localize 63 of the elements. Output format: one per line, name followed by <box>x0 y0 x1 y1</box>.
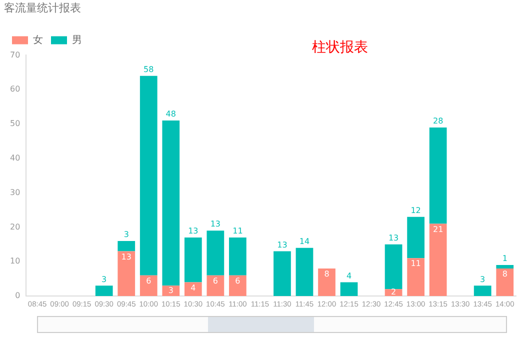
bar <box>95 286 113 296</box>
y-tick-label: 50 <box>10 119 20 128</box>
data-label: 8 <box>502 270 508 279</box>
data-label: 4 <box>346 271 352 280</box>
data-label: 11 <box>410 259 421 268</box>
chart-title: 客流量统计报表 <box>4 1 81 14</box>
data-label: 4 <box>190 283 196 292</box>
data-label: 3 <box>124 230 129 240</box>
data-label: 13 <box>210 220 221 229</box>
bar <box>184 238 202 282</box>
data-label: 13 <box>121 252 132 262</box>
data-label: 48 <box>166 110 176 119</box>
bar <box>496 268 514 296</box>
bar <box>162 286 180 296</box>
data-label: 13 <box>277 240 288 250</box>
data-label: 13 <box>388 233 399 242</box>
bar <box>340 282 358 296</box>
y-tick-label: 40 <box>10 153 20 162</box>
data-label: 1 <box>502 254 508 264</box>
bar <box>429 127 447 224</box>
bar <box>229 275 246 296</box>
y-tick-label: 70 <box>10 50 20 60</box>
bar <box>118 240 136 252</box>
bar <box>274 251 291 296</box>
bar <box>206 230 224 276</box>
data-label: 21 <box>432 224 444 234</box>
bar <box>296 248 314 296</box>
y-tick-label: 10 <box>10 256 20 266</box>
bar <box>140 76 158 276</box>
bar <box>206 275 224 296</box>
data-label: 8 <box>324 270 330 279</box>
data-label: 11 <box>232 226 243 236</box>
bar <box>474 286 492 296</box>
data-label: 58 <box>144 64 154 74</box>
legend-label: 女 <box>33 34 43 46</box>
data-label: 6 <box>146 276 152 286</box>
data-label: 12 <box>410 206 421 215</box>
data-label: 2 <box>391 288 396 297</box>
bar <box>229 238 246 276</box>
bar <box>407 216 424 258</box>
bar <box>184 282 202 296</box>
bar <box>318 268 336 296</box>
bar <box>162 120 180 286</box>
bar <box>140 275 158 296</box>
y-tick-label: 20 <box>10 222 20 232</box>
data-label: 28 <box>432 116 444 126</box>
annotation: 柱状报表 <box>312 40 368 56</box>
data-label: 6 <box>235 276 240 286</box>
y-tick-label: 60 <box>10 84 20 94</box>
y-tick-label: 30 <box>10 188 20 197</box>
legend-label: 男 <box>72 34 82 46</box>
data-label: 3 <box>480 274 486 284</box>
bar <box>496 265 514 268</box>
data-label: 3 <box>168 286 174 295</box>
data-label: 13 <box>188 226 198 236</box>
data-label: 3 <box>102 274 107 284</box>
bar <box>384 244 402 290</box>
data-label: 6 <box>212 276 218 286</box>
y-tick-label: 0 <box>15 291 20 300</box>
bar <box>429 224 447 296</box>
data-label: 14 <box>299 236 310 246</box>
bar <box>407 258 424 296</box>
bar <box>118 251 136 296</box>
